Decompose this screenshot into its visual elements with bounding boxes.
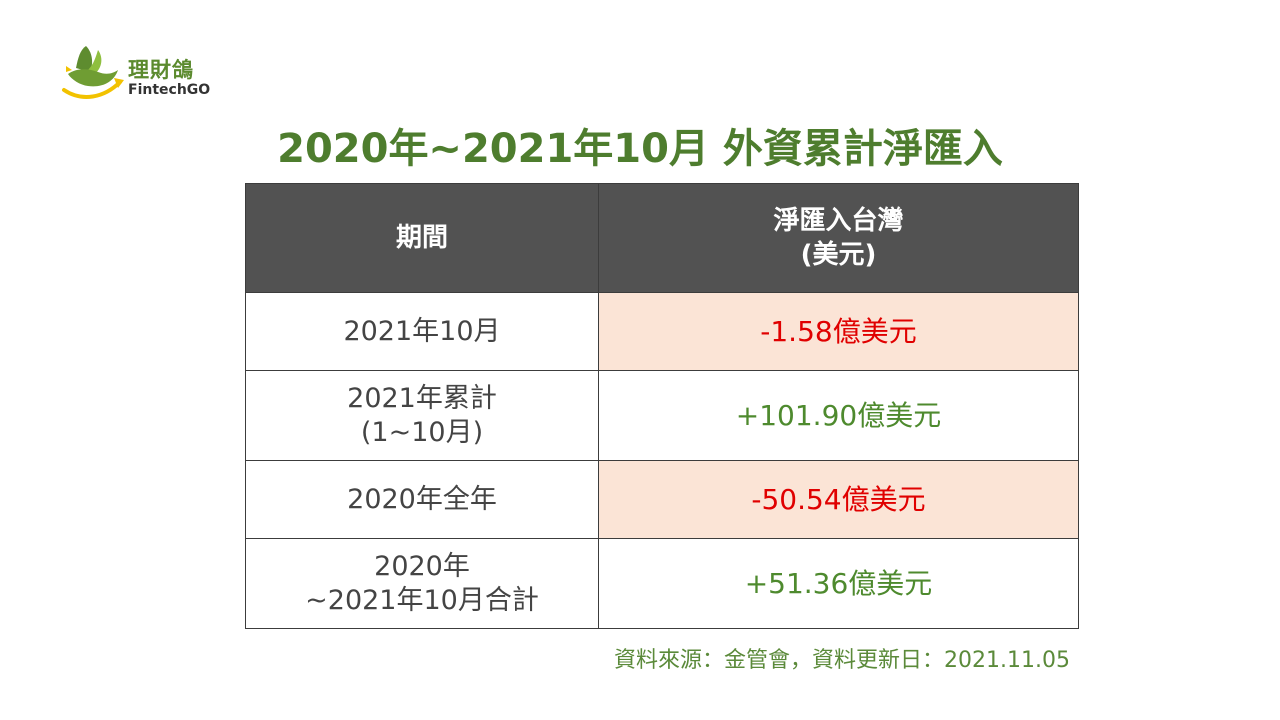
period-line: ~2021年10月合計 bbox=[305, 584, 539, 616]
page-title: 2020年~2021年10月 外資累計淨匯入 bbox=[277, 126, 1003, 172]
header-period: 期間 bbox=[245, 183, 599, 293]
period-cell: 2021年10月 bbox=[245, 292, 599, 371]
period-line: (1~10月) bbox=[360, 416, 484, 448]
period-cell: 2020年全年 bbox=[245, 460, 599, 539]
brand-logo: 理財鴿 FintechGO bbox=[58, 38, 218, 104]
table-header-row: 期間 淨匯入台灣 (美元) bbox=[245, 183, 1079, 293]
header-value-line2: (美元) bbox=[800, 240, 877, 270]
table-row: 2020年 ~2021年10月合計 +51.36億美元 bbox=[245, 538, 1079, 629]
period-line: 2021年累計 bbox=[347, 382, 497, 414]
period-line: 2021年10月 bbox=[343, 315, 501, 347]
brand-subtitle: FintechGO bbox=[128, 82, 211, 98]
table-row: 2020年全年 -50.54億美元 bbox=[245, 460, 1079, 539]
value-cell-negative: -50.54億美元 bbox=[598, 460, 1079, 539]
period-cell: 2020年 ~2021年10月合計 bbox=[245, 538, 599, 629]
value-cell-positive: +101.90億美元 bbox=[598, 370, 1079, 461]
header-value-line1: 淨匯入台灣 bbox=[773, 206, 904, 236]
period-line: 2020年 bbox=[374, 550, 470, 582]
table-row: 2021年10月 -1.58億美元 bbox=[245, 292, 1079, 371]
period-cell: 2021年累計 (1~10月) bbox=[245, 370, 599, 461]
value-cell-positive: +51.36億美元 bbox=[598, 538, 1079, 629]
dove-icon bbox=[62, 46, 124, 99]
brand-name: 理財鴿 bbox=[128, 58, 194, 82]
header-value: 淨匯入台灣 (美元) bbox=[598, 183, 1079, 293]
value-cell-negative: -1.58億美元 bbox=[598, 292, 1079, 371]
table-row: 2021年累計 (1~10月) +101.90億美元 bbox=[245, 370, 1079, 461]
source-note: 資料來源：金管會，資料更新日：2021.11.05 bbox=[614, 648, 1070, 673]
net-inflow-table: 期間 淨匯入台灣 (美元) 2021年10月 -1.58億美元 2021年累計 … bbox=[245, 183, 1079, 629]
period-line: 2020年全年 bbox=[347, 483, 497, 515]
